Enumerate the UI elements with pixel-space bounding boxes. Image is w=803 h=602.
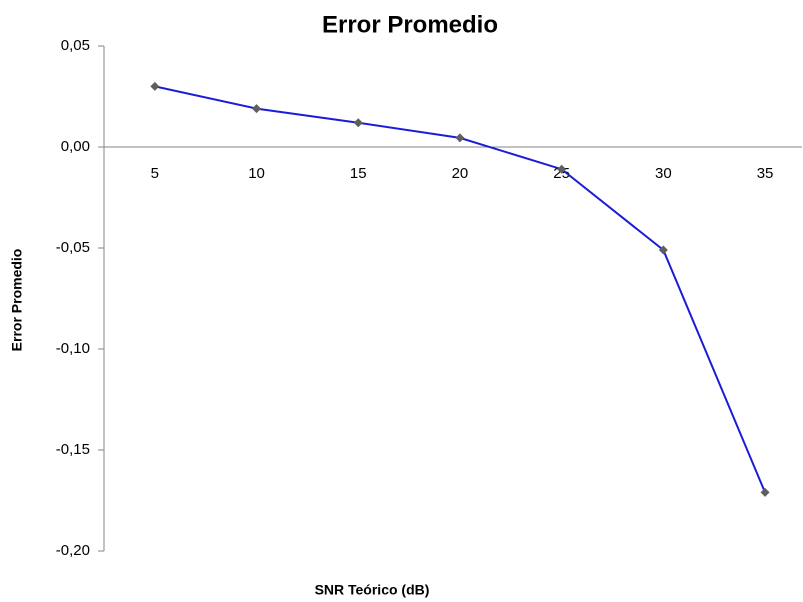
marker (455, 133, 465, 143)
y-axis-label: Error Promedio (9, 249, 25, 352)
y-tick-label: -0,05 (56, 239, 90, 256)
marker (252, 104, 262, 114)
x-tick-label: 30 (655, 165, 672, 182)
x-tick-label: 20 (452, 165, 469, 182)
x-tick-label: 35 (757, 165, 774, 182)
marker (658, 245, 668, 255)
y-tick-label: -0,15 (56, 441, 90, 458)
y-tick-label: -0,10 (56, 340, 90, 357)
x-tick-label: 10 (248, 165, 265, 182)
marker (760, 487, 770, 497)
marker (557, 164, 567, 174)
marker (150, 81, 160, 91)
y-tick-label: -0,20 (56, 542, 90, 559)
marker (353, 118, 363, 128)
chart-title: Error Promedio (322, 11, 498, 38)
x-axis-label: SNR Teórico (dB) (315, 582, 430, 598)
x-tick-label: 5 (151, 165, 159, 182)
x-tick-label: 15 (350, 165, 367, 182)
y-tick-label: 0,05 (61, 37, 90, 54)
y-tick-label: 0,00 (61, 138, 90, 155)
